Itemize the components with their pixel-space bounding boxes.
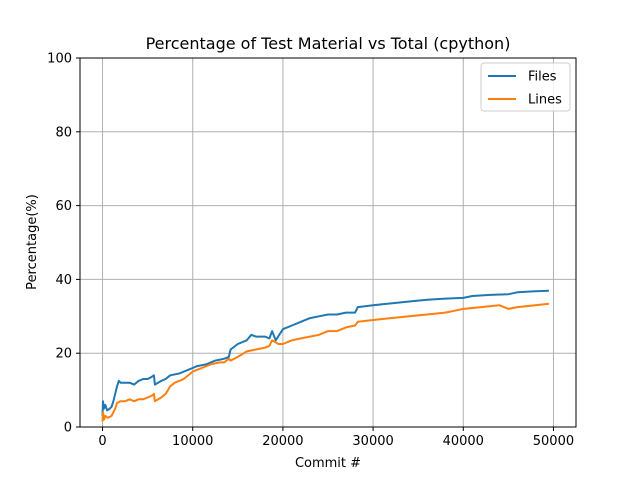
series-line-files xyxy=(101,289,549,416)
x-tick-label: 50000 xyxy=(533,434,574,449)
legend-label: Files xyxy=(528,70,557,85)
x-tick-label: 30000 xyxy=(352,434,393,449)
axis-ticks: 0 10000 20000 30000 40000 50000 0 20 40 60 80 100 xyxy=(47,52,574,450)
x-axis-label: Commit # xyxy=(295,456,361,471)
legend-label: Lines xyxy=(528,93,562,108)
chart-title: Percentage of Test Material vs Total (cp… xyxy=(146,34,511,53)
x-tick-label: 20000 xyxy=(262,434,303,449)
legend: Files Lines xyxy=(480,62,571,112)
y-tick-label: 20 xyxy=(55,347,72,362)
series-lines xyxy=(101,289,550,422)
x-tick-label: 40000 xyxy=(443,434,484,449)
y-tick-label: 40 xyxy=(55,273,72,288)
y-axis-label: Percentage(%) xyxy=(25,194,40,290)
y-tick-label: 100 xyxy=(47,52,72,67)
series-line-lines xyxy=(101,302,550,422)
y-tick-label: 0 xyxy=(64,421,72,436)
plot-frame xyxy=(79,57,577,428)
grid-lines xyxy=(80,57,576,428)
x-tick-label: 10000 xyxy=(172,434,213,449)
y-tick-label: 60 xyxy=(55,199,72,214)
x-tick-label: 0 xyxy=(98,434,106,449)
y-tick-label: 80 xyxy=(55,125,72,140)
